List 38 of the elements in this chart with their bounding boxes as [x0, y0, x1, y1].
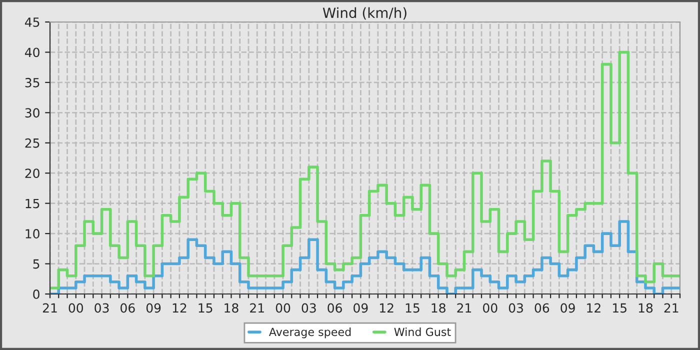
- x-tick-label: 03: [508, 303, 523, 313]
- x-tick-label: 21: [457, 303, 472, 313]
- x-tick-label: 06: [328, 303, 342, 313]
- legend-label: Wind Gust: [394, 327, 451, 336]
- x-tick-label: 18: [432, 303, 446, 313]
- y-tick-label: 15: [26, 198, 40, 208]
- x-tick-label: 12: [172, 303, 186, 313]
- y-tick-label: 10: [26, 229, 40, 238]
- x-tick-label: 21: [250, 303, 264, 313]
- x-tick-label: 09: [146, 303, 161, 313]
- y-tick-label: 30: [25, 108, 40, 118]
- chart-title: Wind (km/h): [322, 7, 406, 20]
- y-tick-label: 0: [33, 289, 40, 299]
- x-tick-label: 15: [406, 303, 420, 313]
- x-tick-label: 18: [638, 303, 653, 313]
- y-tick-label: 35: [25, 78, 40, 88]
- x-tick-label: 03: [302, 303, 316, 313]
- y-tick-label: 20: [25, 168, 40, 178]
- x-tick-label: 00: [483, 303, 498, 313]
- x-tick-label: 06: [534, 303, 550, 313]
- x-tick-label: 12: [587, 303, 600, 313]
- x-tick-label: 00: [68, 303, 84, 313]
- x-tick-label: 09: [560, 303, 575, 313]
- x-tick-label: 12: [380, 303, 394, 313]
- y-tick-label: 5: [33, 259, 40, 269]
- x-tick-label: 15: [613, 303, 626, 313]
- x-tick-label: 18: [224, 303, 238, 313]
- x-tick-label: 21: [42, 303, 57, 313]
- x-tick-label: 03: [94, 303, 109, 313]
- y-tick-label: 25: [25, 138, 40, 148]
- y-tick-label: 40: [24, 48, 40, 58]
- x-tick-label: 06: [120, 303, 135, 313]
- x-tick-label: 15: [198, 303, 212, 313]
- y-tick-label: 45: [24, 18, 40, 27]
- x-tick-label: 21: [664, 303, 678, 313]
- x-tick-label: 09: [354, 303, 368, 313]
- legend-label: Average speed: [268, 327, 351, 338]
- x-tick-label: 00: [276, 303, 290, 313]
